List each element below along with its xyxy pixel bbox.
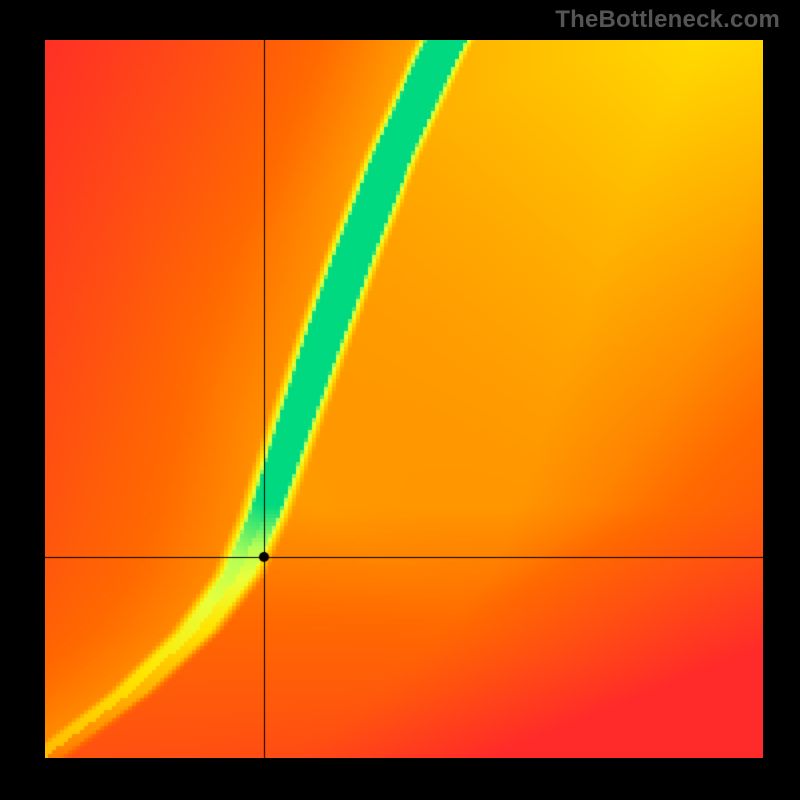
chart-container: TheBottleneck.com — [0, 0, 800, 800]
heatmap-canvas — [45, 40, 763, 758]
watermark-text: TheBottleneck.com — [555, 6, 780, 34]
